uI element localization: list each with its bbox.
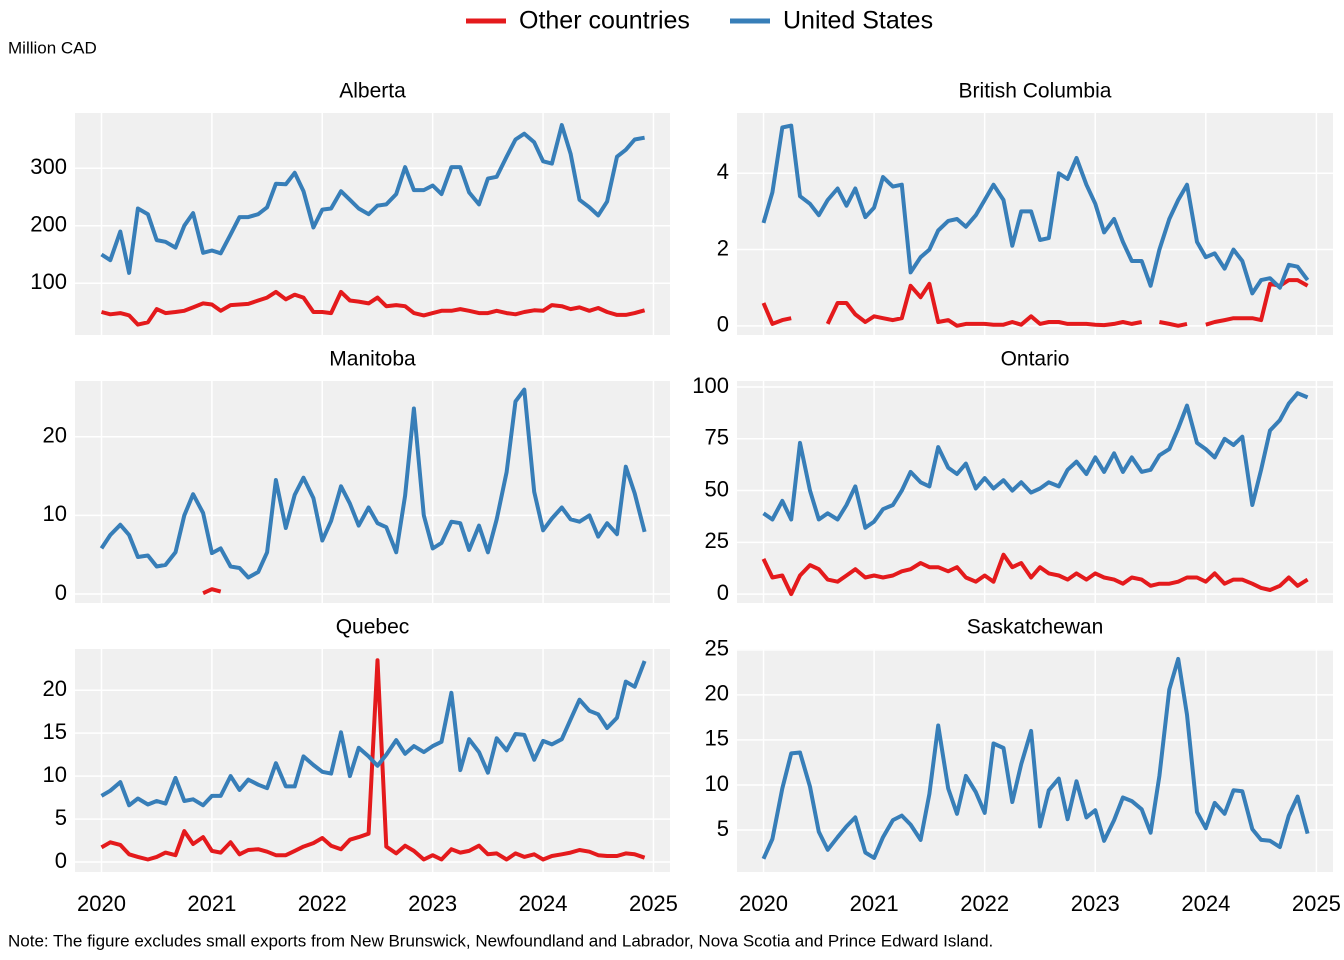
y-tick-label: 25 bbox=[705, 528, 729, 553]
y-tick-label: 4 bbox=[717, 159, 729, 184]
x-tick-label: 2022 bbox=[298, 891, 347, 916]
y-tick-label: 50 bbox=[705, 476, 729, 501]
y-tick-label: 300 bbox=[30, 154, 67, 179]
panel-title: Manitoba bbox=[329, 348, 416, 371]
x-tick-label: 2025 bbox=[629, 891, 678, 916]
x-tick-label: 2024 bbox=[519, 891, 568, 916]
y-tick-label: 15 bbox=[43, 719, 67, 744]
series-line bbox=[100, 658, 646, 862]
note: Note: The figure excludes small exports … bbox=[8, 931, 993, 950]
series-line bbox=[100, 123, 645, 275]
series-line bbox=[761, 278, 1309, 328]
series-line bbox=[762, 391, 1309, 530]
y-tick-label: 20 bbox=[43, 676, 67, 701]
y-tick-label: 0 bbox=[717, 580, 729, 605]
x-tick-label: 2020 bbox=[739, 891, 788, 916]
panel-title: British Columbia bbox=[959, 80, 1112, 103]
y-tick-label: 10 bbox=[43, 762, 67, 787]
x-tick-label: 2025 bbox=[1292, 891, 1341, 916]
legend-label: Other countries bbox=[519, 7, 690, 35]
panel-title: Quebec bbox=[336, 616, 410, 639]
series-line bbox=[761, 552, 1309, 597]
y-tick-label: 10 bbox=[43, 501, 67, 526]
series-line bbox=[100, 660, 647, 808]
panel-title: Ontario bbox=[1001, 348, 1070, 371]
x-tick-label: 2021 bbox=[850, 891, 899, 916]
x-tick-label: 2022 bbox=[960, 891, 1009, 916]
unit-label: Million CAD bbox=[8, 38, 97, 57]
x-tick-label: 2023 bbox=[1071, 891, 1120, 916]
legend-label: United States bbox=[783, 7, 933, 35]
series-line bbox=[761, 123, 1310, 296]
series-line bbox=[202, 587, 222, 596]
y-tick-label: 5 bbox=[55, 805, 67, 830]
series-line bbox=[761, 656, 1310, 860]
x-tick-label: 2021 bbox=[187, 891, 236, 916]
y-tick-label: 0 bbox=[717, 312, 729, 337]
y-tick-label: 75 bbox=[705, 425, 729, 450]
panel-background bbox=[75, 381, 670, 603]
panel-title: Alberta bbox=[339, 80, 406, 103]
y-tick-label: 0 bbox=[55, 580, 67, 605]
y-tick-label: 200 bbox=[30, 212, 67, 237]
y-tick-label: 10 bbox=[705, 771, 729, 796]
y-tick-label: 20 bbox=[43, 423, 67, 448]
x-tick-label: 2020 bbox=[77, 891, 126, 916]
x-tick-label: 2023 bbox=[408, 891, 457, 916]
y-tick-label: 100 bbox=[30, 269, 67, 294]
y-tick-label: 0 bbox=[55, 848, 67, 873]
series-line bbox=[99, 387, 647, 580]
y-tick-label: 15 bbox=[705, 726, 729, 751]
x-tick-label: 2024 bbox=[1181, 891, 1230, 916]
panel-title: Saskatchewan bbox=[967, 616, 1104, 639]
y-tick-label: 25 bbox=[705, 636, 729, 661]
y-tick-label: 5 bbox=[717, 816, 729, 841]
y-tick-label: 2 bbox=[717, 235, 729, 260]
series-line bbox=[100, 289, 646, 327]
y-tick-label: 20 bbox=[705, 681, 729, 706]
y-tick-label: 100 bbox=[692, 373, 729, 398]
